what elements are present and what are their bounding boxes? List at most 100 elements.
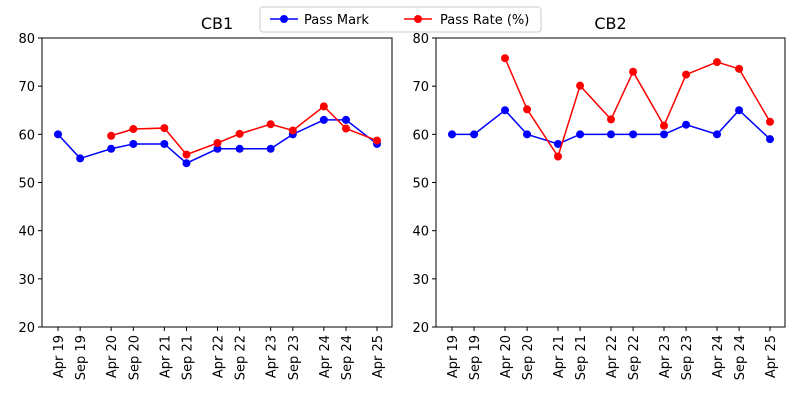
x-tick-label: Apr 21 — [158, 335, 173, 378]
data-point-pass-rate — [554, 152, 562, 161]
series-line-pass-rate — [504, 57, 771, 159]
data-point-pass-rate — [160, 124, 169, 133]
data-point-pass-rate — [235, 129, 244, 138]
x-tick-label: Apr 22 — [605, 335, 620, 378]
legend: Pass Mark Pass Rate (%) — [259, 6, 542, 33]
data-point-pass-mark — [160, 139, 169, 148]
legend-entry-pass-mark: Pass Mark — [270, 13, 369, 28]
data-point-pass-mark — [470, 130, 479, 139]
x-tick-label: Sep 22 — [234, 335, 249, 380]
data-point-pass-rate — [319, 102, 328, 111]
data-point-pass-rate — [629, 67, 638, 76]
data-point-pass-rate — [373, 136, 381, 145]
data-point-pass-rate — [107, 131, 116, 140]
x-tick-label: Sep 19 — [468, 335, 483, 380]
data-point-pass-mark — [341, 115, 350, 124]
y-tick-label: 60 — [18, 128, 35, 143]
data-point-pass-mark — [501, 106, 509, 115]
plot-frame — [41, 37, 393, 328]
x-tick-label: Sep 22 — [627, 335, 642, 380]
series-pass-mark — [54, 115, 381, 168]
data-point-pass-rate — [576, 81, 585, 90]
x-tick-label: Apr 23 — [265, 335, 280, 378]
legend-label-pass-rate: Pass Rate (%) — [440, 13, 529, 28]
y-tick-label: 70 — [412, 80, 429, 95]
x-tick-label: Sep 23 — [287, 335, 302, 380]
data-point-pass-mark — [319, 115, 328, 124]
chart-title: CB1 — [201, 14, 233, 33]
data-point-pass-mark — [76, 154, 85, 163]
data-point-pass-rate — [266, 120, 275, 129]
data-point-pass-rate — [182, 150, 191, 159]
data-point-pass-mark — [54, 130, 62, 139]
y-tick-label: 40 — [18, 225, 35, 240]
data-point-pass-mark — [448, 130, 456, 139]
data-point-pass-mark — [766, 135, 774, 144]
series-pass-rate — [107, 102, 381, 159]
series-pass-rate — [501, 54, 774, 161]
y-tick-label: 60 — [412, 128, 429, 143]
x-tick-label: Sep 19 — [74, 335, 89, 380]
data-point-pass-mark — [182, 159, 191, 168]
data-point-pass-rate — [607, 115, 615, 124]
plot-frame — [435, 37, 786, 328]
data-point-pass-mark — [523, 130, 532, 139]
legend-frame — [259, 6, 542, 33]
data-point-pass-mark — [713, 130, 721, 139]
chart-title: CB2 — [594, 14, 626, 33]
chart-panel-cb2: CB2 20 30 40 50 60 70 80 Apr 19 Sep 19 Apr 20 Sep 2… — [412, 14, 786, 380]
x-tick-label: Apr 25 — [764, 335, 779, 378]
x-tick-label: Sep 21 — [180, 335, 195, 380]
data-point-pass-rate — [713, 58, 721, 67]
data-point-pass-mark — [266, 144, 275, 153]
x-tick-label: Apr 21 — [552, 335, 567, 378]
legend-entry-pass-rate: Pass Rate (%) — [404, 13, 529, 28]
data-point-pass-mark — [576, 130, 585, 139]
x-tick-label: Apr 20 — [499, 335, 514, 378]
x-tick-label: Sep 20 — [521, 335, 536, 380]
x-tick-label: Apr 22 — [212, 335, 227, 378]
data-point-pass-mark — [660, 130, 668, 139]
data-point-pass-mark — [682, 120, 691, 129]
data-point-pass-mark — [129, 139, 138, 148]
x-tick-label: Apr 24 — [711, 335, 726, 378]
legend-marker-pass-rate — [414, 15, 422, 23]
y-tick-label: 50 — [18, 177, 35, 192]
x-tick-label: Apr 20 — [105, 335, 120, 378]
data-point-pass-mark — [235, 144, 244, 153]
x-tick-label: Apr 19 — [52, 335, 67, 378]
legend-label-pass-mark: Pass Mark — [304, 13, 369, 28]
data-point-pass-mark — [735, 106, 744, 115]
x-tick-label: Sep 24 — [340, 335, 355, 380]
data-point-pass-rate — [501, 54, 509, 63]
series-line-pass-mark — [452, 109, 771, 145]
y-tick-label: 70 — [18, 80, 35, 95]
legend-marker-pass-mark — [280, 15, 288, 23]
data-point-pass-rate — [682, 70, 691, 79]
y-tick-label: 80 — [412, 32, 429, 47]
data-point-pass-rate — [660, 121, 668, 130]
data-point-pass-rate — [341, 124, 350, 133]
series-line-pass-rate — [110, 105, 378, 156]
data-point-pass-mark — [107, 144, 116, 153]
x-tick-label: Apr 24 — [318, 335, 333, 378]
data-point-pass-rate — [129, 125, 138, 134]
chart-panel-cb1: CB1 20 30 40 50 60 70 80 Apr 19 Sep 19 Apr 20 Sep 2… — [18, 14, 393, 380]
data-point-pass-rate — [288, 126, 297, 135]
x-tick-label: Apr 19 — [446, 335, 461, 378]
data-point-pass-mark — [213, 144, 222, 153]
y-tick-label: 20 — [18, 321, 35, 336]
y-tick-label: 40 — [412, 225, 429, 240]
x-tick-label: Sep 24 — [733, 335, 748, 380]
y-tick-label: 50 — [412, 177, 429, 192]
data-point-pass-mark — [629, 130, 638, 139]
x-tick-label: Apr 25 — [371, 335, 386, 378]
y-tick-label: 30 — [18, 273, 35, 288]
y-tick-label: 20 — [412, 321, 429, 336]
y-tick-label: 80 — [18, 32, 35, 47]
data-point-pass-mark — [554, 139, 562, 148]
y-tick-label: 30 — [412, 273, 429, 288]
data-point-pass-rate — [523, 105, 532, 114]
